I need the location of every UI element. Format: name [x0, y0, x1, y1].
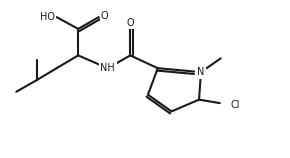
Text: N: N — [197, 67, 205, 77]
Text: O: O — [126, 18, 134, 28]
Text: O: O — [101, 11, 108, 21]
Text: HO: HO — [40, 12, 55, 22]
Text: Cl: Cl — [231, 100, 240, 109]
Text: NH: NH — [100, 63, 115, 73]
